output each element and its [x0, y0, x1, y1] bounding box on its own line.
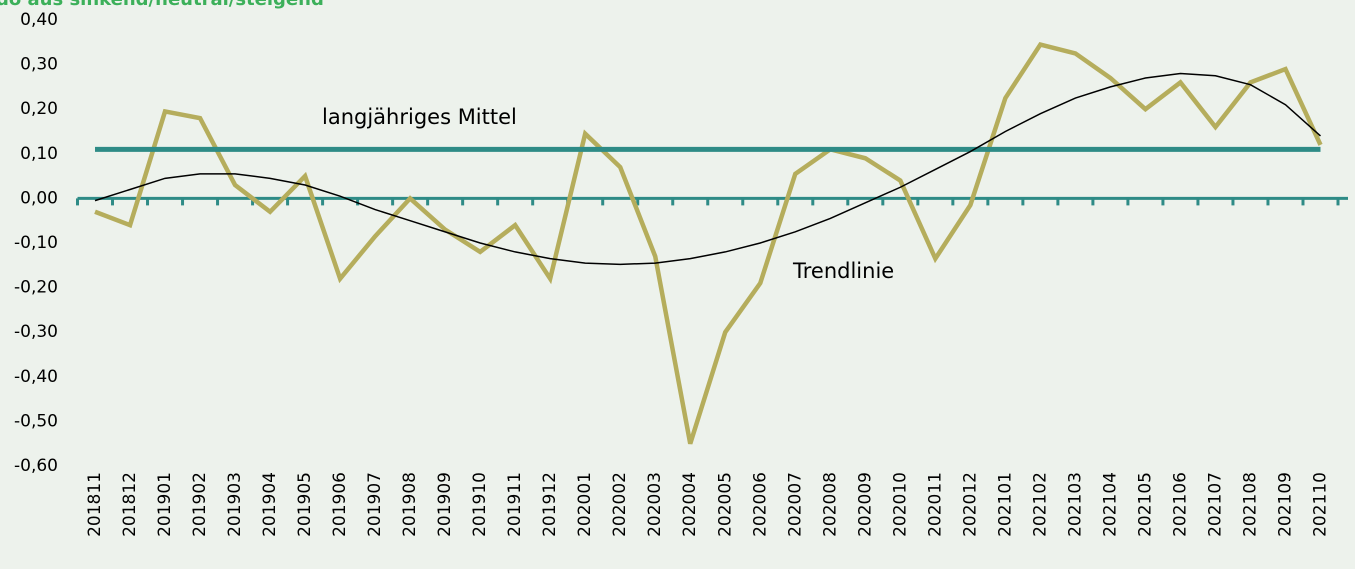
x-tick-label: 202012 [960, 472, 980, 537]
x-tick-label: 202003 [645, 472, 665, 537]
y-tick-label: 0,40 [20, 10, 58, 30]
x-tick-label: 202110 [1310, 472, 1330, 537]
x-tick-label: 201905 [295, 472, 315, 537]
x-tick-label: 202106 [1170, 472, 1190, 537]
x-tick-label: 202007 [785, 472, 805, 537]
x-tick-label: 202006 [750, 472, 770, 537]
x-tick-label: 202107 [1205, 472, 1225, 537]
x-tick-label: 202104 [1100, 472, 1120, 537]
y-tick-label: 0,20 [20, 99, 58, 119]
y-tick-label: 0,30 [20, 55, 58, 75]
x-tick-label: 202101 [995, 472, 1015, 537]
x-tick-label: 202001 [575, 472, 595, 537]
annotation: Trendlinie [792, 259, 894, 283]
x-tick-label: 202008 [820, 472, 840, 537]
y-tick-label: 0,10 [20, 144, 58, 164]
y-tick-label: 0,00 [20, 188, 58, 208]
x-tick-label: 201910 [470, 472, 490, 537]
annotation: langjähriges Mittel [322, 105, 517, 129]
x-tick-label: 201908 [400, 472, 420, 537]
x-tick-label: 202009 [855, 472, 875, 537]
x-tick-label: 202010 [890, 472, 910, 537]
x-tick-label: 201812 [120, 472, 140, 537]
x-tick-label: 202109 [1275, 472, 1295, 537]
x-tick-label: 201909 [435, 472, 455, 537]
x-tick-label: 202103 [1065, 472, 1085, 537]
chart-title: do aus sinkend/neutral/steigend [0, 0, 324, 10]
x-tick-label: 202102 [1030, 472, 1050, 537]
x-tick-label: 202002 [610, 472, 630, 537]
x-tick-label: 201902 [190, 472, 210, 537]
y-tick-label: -0,20 [14, 278, 58, 298]
x-tick-label: 201901 [155, 472, 175, 537]
x-tick-label: 201911 [505, 472, 525, 537]
x-tick-label: 201906 [330, 472, 350, 537]
x-tick-label: 201904 [260, 472, 280, 537]
y-tick-label: -0,10 [14, 233, 58, 253]
x-tick-label: 201907 [365, 472, 385, 537]
x-tick-label: 202011 [925, 472, 945, 537]
x-tick-label: 202004 [680, 472, 700, 537]
series-line [94, 41, 1323, 445]
x-tick-label: 202105 [1135, 472, 1155, 537]
x-tick-label: 202005 [715, 472, 735, 537]
x-tick-label: 201811 [85, 472, 105, 537]
y-tick-label: -0,50 [14, 411, 58, 431]
series-line [94, 72, 1321, 266]
y-tick-label: -0,30 [14, 322, 58, 342]
y-tick-label: -0,40 [14, 367, 58, 387]
x-tick-label: 201903 [225, 472, 245, 537]
x-tick-label: 201912 [540, 472, 560, 537]
x-tick-label: 202108 [1240, 472, 1260, 537]
y-tick-label: -0,60 [14, 456, 58, 476]
